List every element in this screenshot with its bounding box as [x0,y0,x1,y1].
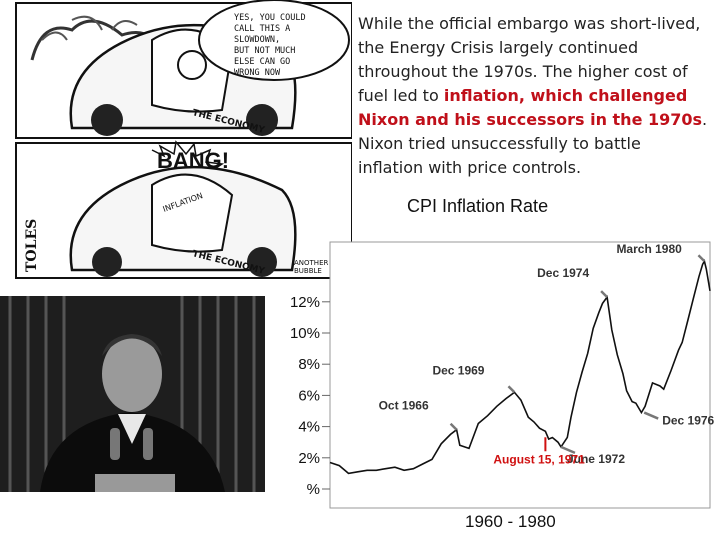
paragraph-part-1: While the official embargo was short-liv… [358,14,701,105]
cartoon-drawing: YES, YOU COULD CALL THIS A SLOWDOWN, BUT… [15,0,353,279]
y-tick-label: 4% [298,419,320,436]
y-tick-label: 12% [290,294,320,311]
plot-frame [329,241,711,509]
svg-text:TOLES: TOLES [24,219,40,272]
annotation-label: March 1980 [616,242,682,256]
y-tick-label: 8% [298,356,320,373]
editorial-cartoon: YES, YOU COULD CALL THIS A SLOWDOWN, BUT… [12,0,353,282]
annotation-leader [560,445,576,455]
annotation-label: Dec 1976 [662,414,714,428]
annotation-label: Oct 1966 [379,399,429,413]
y-tick-label: 10% [290,325,320,342]
chart-title: CPI Inflation Rate [407,196,549,216]
x-axis-label: 1960 - 1980 [465,512,556,531]
cpi-line-chart: % 2% 4% 6% 8% 10% 12% March 1980 Dec 1974 Dec 19… [290,241,715,509]
annotation-label: Dec 1969 [432,363,484,377]
annotation-leader [600,290,609,299]
paragraph-part-2: . Nixon tried unsuccessfully to battle i… [358,110,708,177]
y-tick-label: 6% [298,387,320,404]
nixon-photo [0,296,265,492]
annotation-label: Dec 1974 [537,266,589,280]
description-paragraph: While the official embargo was short-liv… [358,12,708,180]
y-tick-label: % [307,481,320,498]
annotation-leader [643,411,659,420]
annotation-leader [449,422,458,431]
annotation-leader [697,254,706,263]
y-tick-label: 2% [298,450,320,467]
paragraph-highlight: inflation, which challenged Nixon and hi… [358,86,703,129]
annotation-label: June 1972 [567,452,625,466]
annotation-leader [507,385,516,394]
cartoon-bubble-text: YES, YOU COULD CALL THIS A SLOWDOWN, BUT… [234,13,311,78]
annotation-label: August 15, 1971 [493,452,585,466]
